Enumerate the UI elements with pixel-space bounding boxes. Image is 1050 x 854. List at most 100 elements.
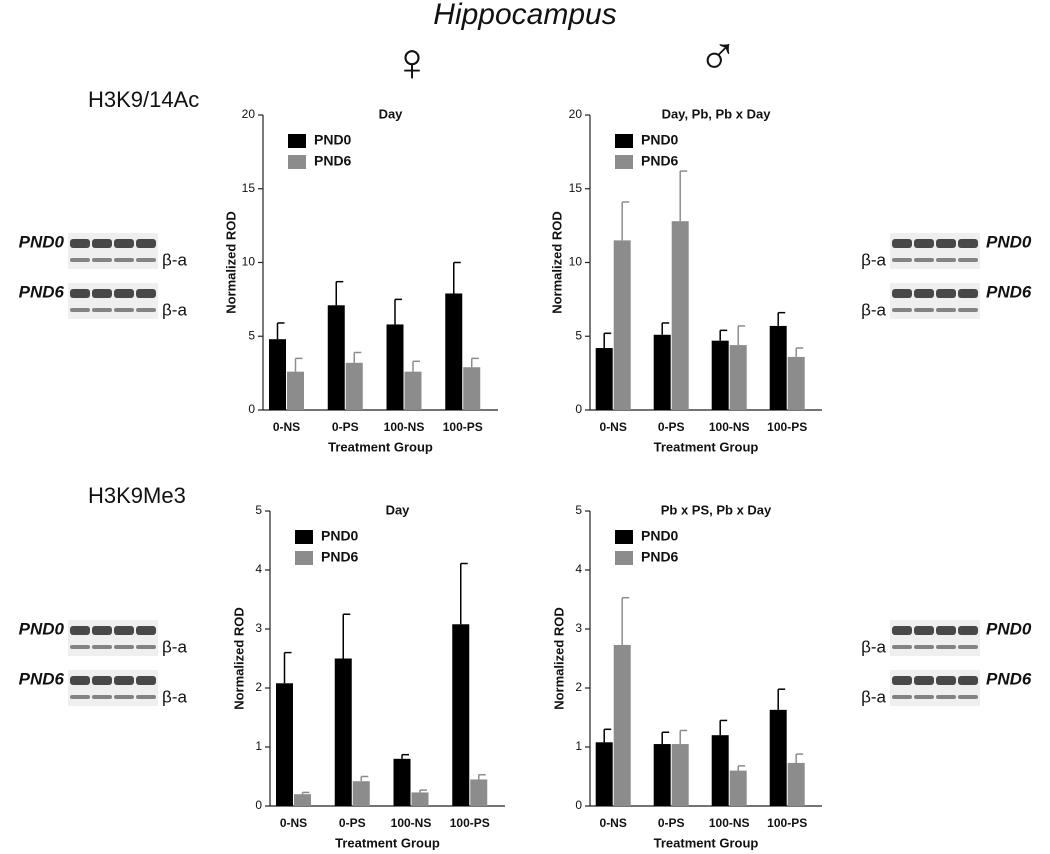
- blot-band: [914, 258, 934, 262]
- bar: [287, 371, 304, 410]
- bar: [276, 683, 293, 806]
- blot-label: PND0: [19, 232, 65, 251]
- y-tick-label: 2: [255, 680, 262, 694]
- legend-swatch: [295, 530, 313, 544]
- y-axis-label: Normalized ROD: [223, 211, 238, 314]
- y-tick-label: 0: [575, 798, 582, 812]
- blot-background: [890, 620, 980, 656]
- blot-band: [92, 239, 112, 248]
- y-tick-label: 10: [242, 255, 256, 269]
- legend-swatch: [615, 551, 633, 565]
- blot-band: [136, 289, 156, 298]
- y-tick-label: 10: [569, 255, 583, 269]
- blot-band: [936, 289, 956, 298]
- legend-swatch: [615, 134, 633, 148]
- blot-band: [936, 239, 956, 248]
- blot-label: PND6: [986, 669, 1032, 688]
- blot-band: [936, 645, 956, 649]
- bar: [463, 367, 481, 410]
- bar: [769, 709, 787, 806]
- blot-band: [958, 695, 978, 699]
- bar: [595, 348, 613, 410]
- bar: [787, 356, 805, 410]
- x-axis-label: Treatment Group: [335, 835, 440, 850]
- bar: [769, 325, 787, 410]
- bar: [327, 305, 345, 410]
- blot-band: [958, 645, 978, 649]
- blot-background: [68, 620, 158, 656]
- blot-band: [114, 695, 134, 699]
- legend-label: PND6: [641, 549, 679, 565]
- bar: [470, 779, 488, 806]
- y-tick-label: 4: [575, 562, 582, 576]
- loading-control-label: β-a: [861, 250, 886, 269]
- blot-label: PND6: [986, 282, 1032, 301]
- x-tick-label: 0-NS: [600, 420, 627, 434]
- x-tick-label: 100-PS: [767, 420, 807, 434]
- x-tick-label: 0-NS: [273, 420, 300, 434]
- blot-band: [136, 695, 156, 699]
- blot-band: [892, 258, 912, 262]
- blot-band: [914, 676, 934, 685]
- blot-band: [936, 626, 956, 635]
- bar: [711, 340, 729, 410]
- female-symbol: ♀: [392, 32, 433, 92]
- bar: [787, 762, 805, 806]
- bar: [595, 742, 613, 806]
- blot-label: PND6: [19, 669, 65, 688]
- figure-title: Hippocampus: [433, 0, 616, 31]
- bar: [729, 345, 747, 410]
- x-tick-label: 0-PS: [339, 816, 366, 830]
- blot-band: [958, 258, 978, 262]
- y-tick-label: 0: [255, 798, 262, 812]
- blot-background: [68, 670, 158, 706]
- loading-control-label: β-a: [861, 300, 886, 319]
- loading-control-label: β-a: [861, 687, 886, 706]
- blot-band: [892, 676, 912, 685]
- blot-band: [70, 626, 90, 635]
- bar: [613, 644, 631, 806]
- blot-band: [92, 626, 112, 635]
- legend-label: PND6: [641, 153, 679, 169]
- blot-band: [914, 289, 934, 298]
- x-tick-label: 100-NS: [391, 816, 432, 830]
- bar: [411, 792, 429, 806]
- blot-band: [114, 626, 134, 635]
- loading-control-label: β-a: [162, 687, 187, 706]
- bar: [445, 293, 463, 410]
- x-tick-label: 0-PS: [332, 420, 359, 434]
- loading-control-label: β-a: [162, 637, 187, 656]
- blot-band: [936, 695, 956, 699]
- y-tick-label: 2: [575, 680, 582, 694]
- legend-label: PND0: [321, 528, 359, 544]
- y-tick-label: 1: [255, 739, 262, 753]
- blot-band: [914, 695, 934, 699]
- y-tick-label: 1: [575, 739, 582, 753]
- y-tick-label: 20: [242, 107, 256, 121]
- row-label: H3K9Me3: [88, 483, 186, 508]
- blot-label: PND0: [986, 232, 1032, 251]
- blot-band: [92, 676, 112, 685]
- blot-band: [92, 308, 112, 312]
- x-tick-label: 100-PS: [443, 420, 483, 434]
- blot-band: [936, 308, 956, 312]
- legend-label: PND6: [314, 153, 352, 169]
- bar: [653, 744, 671, 806]
- blot-band: [92, 695, 112, 699]
- legend-label: PND0: [641, 132, 679, 148]
- blot-band: [92, 645, 112, 649]
- bar: [671, 221, 689, 410]
- male-symbol: ♂: [698, 26, 739, 86]
- x-tick-label: 0-NS: [600, 816, 627, 830]
- blot-band: [958, 308, 978, 312]
- y-tick-label: 5: [575, 503, 582, 517]
- blot-band: [136, 645, 156, 649]
- chart-title: Day: [386, 502, 411, 517]
- blot-background: [890, 283, 980, 319]
- bar: [334, 658, 352, 806]
- blot-band: [914, 626, 934, 635]
- bar: [352, 781, 370, 806]
- loading-control-label: β-a: [162, 300, 187, 319]
- blot-band: [136, 258, 156, 262]
